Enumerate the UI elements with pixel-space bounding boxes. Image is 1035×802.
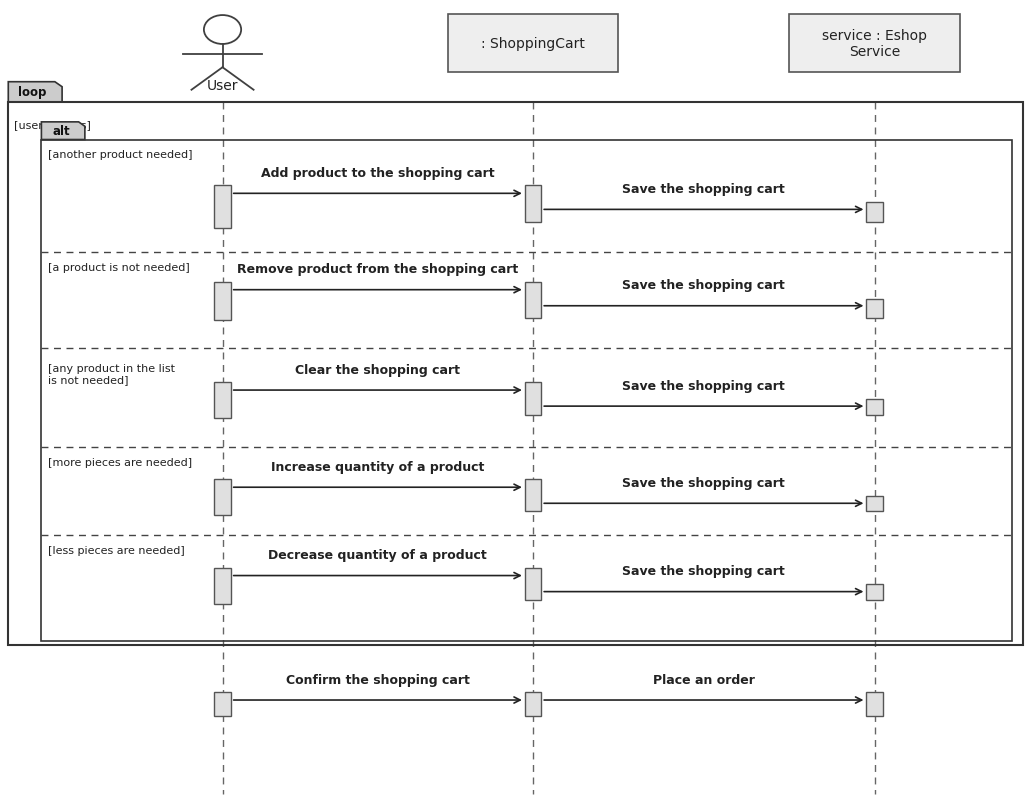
Polygon shape (41, 123, 85, 140)
Text: [any product in the list
is not needed]: [any product in the list is not needed] (48, 363, 175, 385)
Bar (525, 480, 541, 512)
Bar (789, 15, 960, 73)
Bar (866, 399, 883, 415)
Text: [user actions]: [user actions] (14, 120, 91, 130)
Bar (866, 585, 883, 600)
Text: Save the shopping cart: Save the shopping cart (622, 476, 786, 489)
Bar (447, 15, 619, 73)
Text: [less pieces are needed]: [less pieces are needed] (48, 545, 184, 555)
Text: User: User (207, 79, 238, 92)
Text: Remove product from the shopping cart: Remove product from the shopping cart (237, 263, 519, 276)
Polygon shape (8, 83, 62, 103)
Bar (214, 282, 231, 321)
Bar (214, 186, 231, 229)
Text: service : Eshop
Service: service : Eshop Service (822, 29, 927, 59)
Text: loop: loop (19, 86, 47, 99)
Text: [more pieces are needed]: [more pieces are needed] (48, 457, 191, 467)
Text: Increase quantity of a product: Increase quantity of a product (271, 460, 484, 473)
Bar (866, 496, 883, 512)
Text: [a product is not needed]: [a product is not needed] (48, 262, 189, 272)
Text: [another product needed]: [another product needed] (48, 150, 193, 160)
Text: Add product to the shopping cart: Add product to the shopping cart (261, 167, 495, 180)
Text: Save the shopping cart: Save the shopping cart (622, 183, 786, 196)
Bar (8, 103, 1023, 646)
Text: Save the shopping cart: Save the shopping cart (622, 565, 786, 577)
Text: Save the shopping cart: Save the shopping cart (622, 379, 786, 392)
Bar (866, 299, 883, 318)
Bar (525, 383, 541, 415)
Bar (214, 480, 231, 516)
Bar (214, 568, 231, 604)
Bar (866, 203, 883, 223)
Bar (525, 692, 541, 716)
Text: Decrease quantity of a product: Decrease quantity of a product (268, 549, 487, 561)
Bar (525, 186, 541, 223)
Bar (525, 282, 541, 318)
Text: alt: alt (52, 125, 69, 138)
Text: Clear the shopping cart: Clear the shopping cart (295, 363, 461, 376)
Bar (214, 692, 231, 716)
Text: Confirm the shopping cart: Confirm the shopping cart (286, 673, 470, 686)
Text: Save the shopping cart: Save the shopping cart (622, 279, 786, 292)
Text: Place an order: Place an order (653, 673, 755, 686)
Bar (866, 692, 883, 716)
Text: : ShoppingCart: : ShoppingCart (481, 37, 585, 51)
Bar (41, 140, 1012, 642)
Bar (525, 568, 541, 600)
Bar (214, 383, 231, 419)
